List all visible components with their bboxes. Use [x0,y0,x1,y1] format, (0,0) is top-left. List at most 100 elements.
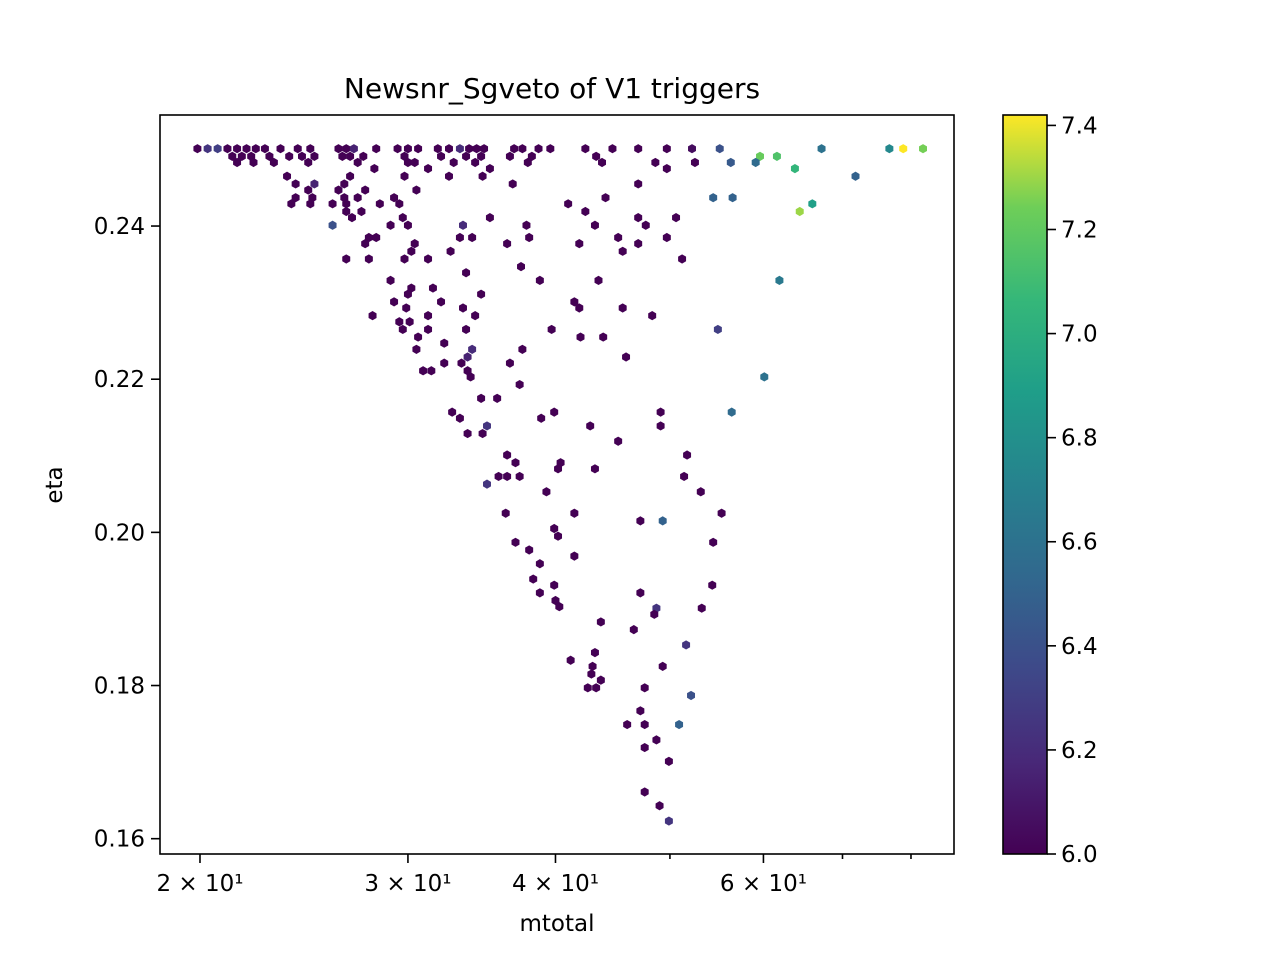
hexbin-cell [357,206,366,217]
hexbin-cell [414,332,423,342]
hexbin-cell [193,144,202,154]
hexbin-cell [485,213,494,223]
hexbin-cell [682,640,691,650]
hexbin-cell [636,516,645,526]
hexbin-cell [636,588,645,598]
hexbin-cell [424,254,433,264]
hexbin-cell [588,661,597,671]
colorbar-tick-label: 6.0 [1061,842,1098,868]
hexbin-cell [448,407,457,417]
hexbin-cell [517,262,525,272]
hexbin-cell [515,379,524,390]
hexbin-cell [614,436,623,446]
hexbin-cell [293,144,302,154]
hexbin-cell [566,655,575,665]
hexbin-cell [518,144,527,154]
hexbin-cell [437,297,446,307]
hexbin-cell [756,151,764,161]
hexbin-cell [414,144,423,154]
hexbin-cell [353,193,362,203]
hexbin-cell [535,559,544,569]
hexbin-cell [618,246,627,256]
hexbin-cell [419,366,428,376]
hexbin-cell [503,471,512,482]
hexbin-cell [440,358,449,368]
hexbin-cell [656,407,665,417]
hexbin-cell [687,690,696,701]
hexbin-cell [598,157,607,168]
hexbin-cell [342,206,351,217]
hexbin-cell [390,297,399,307]
hexbin-cell [260,144,269,154]
hexbin-cell [249,157,258,168]
hexbin-cell [658,661,667,671]
hexbin-cell [265,151,274,161]
colorbar-tick-label: 6.2 [1061,738,1098,764]
hexbin-cell [697,603,706,613]
hexbin-cell [233,157,242,168]
hexbin-cell [291,193,300,203]
hexbin-cell [535,588,544,598]
hexbin-cell [468,232,477,243]
hexbin-cell [570,297,579,307]
hexbin-cell [372,144,381,154]
hexbin-cell [795,206,804,217]
hexbin-cell [437,151,446,161]
hexbin-cell [634,179,643,189]
colorbar-tick-label: 7.2 [1061,217,1098,243]
hexbin-cell [919,144,927,154]
hexbin-cell [228,151,237,161]
hexbin-cell [297,151,306,161]
hexbin-cell [407,246,416,256]
hexbin-cell [678,254,687,264]
hexbin-cell [410,157,419,168]
hexbin-cell [751,157,760,168]
hexbin-cell [583,683,592,693]
x-tick-label: 3 × 10¹ [364,871,451,897]
colorbar-tick-label: 6.6 [1061,530,1098,556]
hexbin-cell [462,324,471,335]
hexbin-cell [463,352,472,362]
hexbin-cell [622,352,631,362]
hexbin-cell [291,179,300,189]
hexbin-cell [662,144,671,154]
colorbar-tick-label: 6.4 [1061,634,1098,660]
hexbin-cell [629,625,638,635]
hexbin-cell [546,144,555,154]
hexbin-cell [641,220,650,230]
hexbin-cell [269,157,278,168]
hexbin-cell [237,151,246,161]
hexbin-cell [634,239,643,249]
hexbin-cell [537,413,546,423]
hexbin-cell [459,220,467,230]
hexbin-cell [463,428,472,439]
hexbin-cell [726,157,735,168]
hexbin-cell [310,179,319,189]
hexbin-cell [515,471,524,482]
hexbin-cell [457,358,466,368]
hexbin-cell [310,151,319,161]
hexbin-cell [342,144,351,154]
colorbar-gradient [1003,115,1047,854]
hexbin-cell [564,199,573,209]
hexbin-cell [455,144,464,154]
hexbin-cell [523,157,532,168]
y-axis-label: eta [42,466,68,503]
hexbin-cell [359,151,368,161]
hexbin-cell [550,407,559,417]
hexbin-cell [346,151,355,161]
hexbin-cell [535,275,544,286]
colorbar-frame [1002,114,1048,855]
hexbin-cell [640,787,649,797]
hexbin-cell [581,144,590,154]
hexbin-cell [494,471,503,482]
hexbin-cell [640,742,649,753]
hexbin-cell [304,185,313,195]
hexbin-cell [395,199,404,209]
hexbin-cell [483,479,491,489]
hexbin-cell [640,683,649,693]
hexbin-cell [455,232,464,243]
hexbin-cell [398,324,407,335]
hexbin-cell [547,324,556,335]
hexbin-cell [727,407,736,417]
